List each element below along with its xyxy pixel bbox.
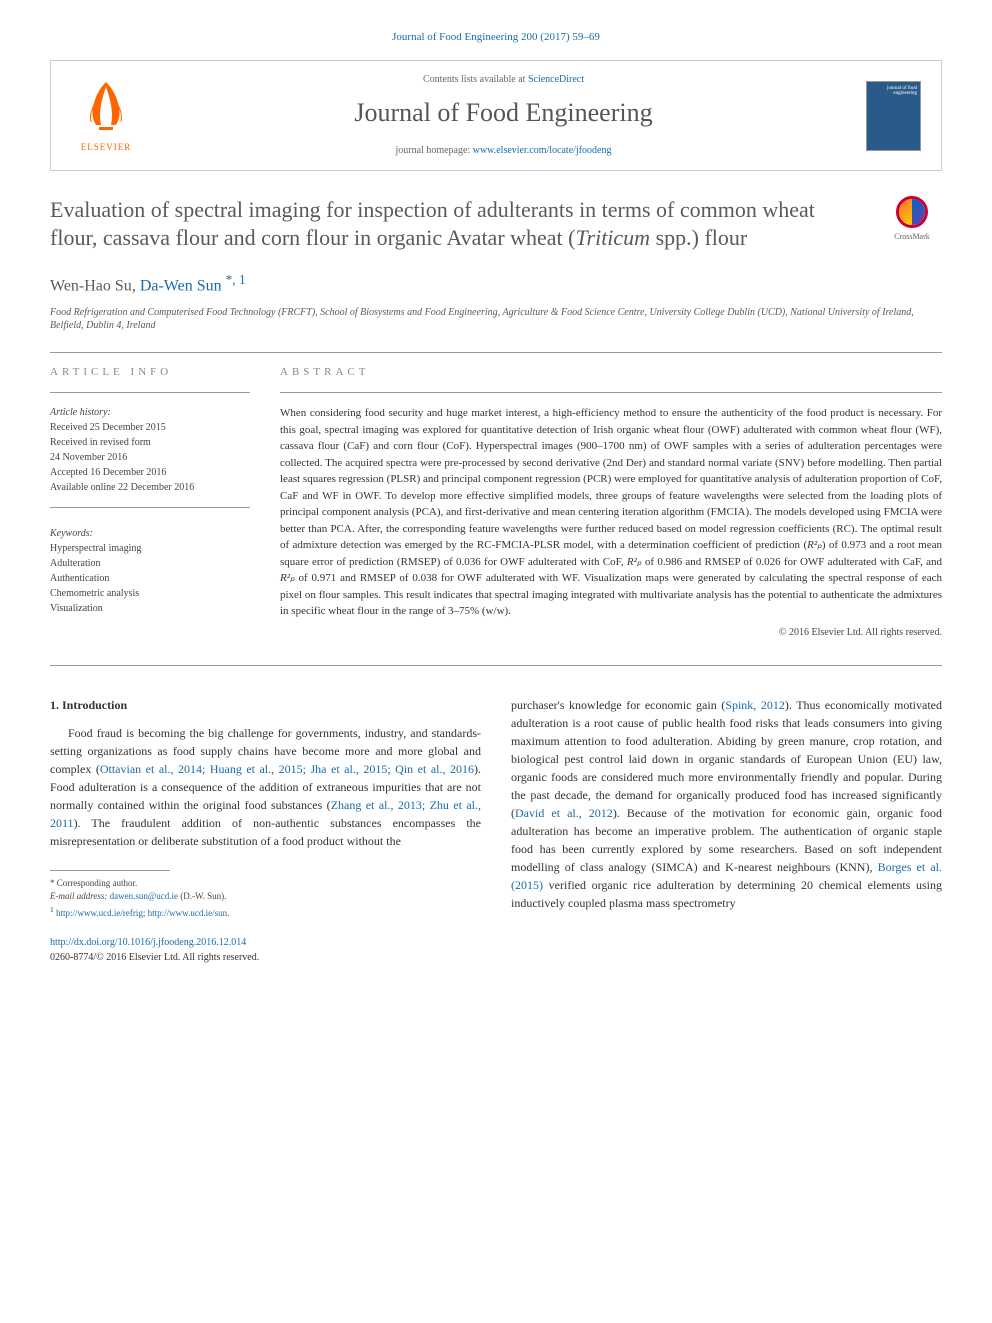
r2p-1: R²ₚ: [807, 539, 822, 551]
email-link[interactable]: dawen.sun@ucd.ie: [110, 891, 178, 901]
intro-para-1: Food fraud is becoming the big challenge…: [50, 724, 481, 850]
abstract: ABSTRACT When considering food security …: [280, 365, 942, 640]
abstract-copyright: © 2016 Elsevier Ltd. All rights reserved…: [280, 626, 942, 640]
intro-2d: verified organic rice adulteration by de…: [511, 878, 942, 910]
divider-top: [50, 352, 942, 353]
contents-label: Contents lists available at: [423, 74, 525, 85]
r2p-2: R²ₚ: [627, 556, 642, 568]
keyword-2: Adulteration: [50, 556, 250, 571]
keyword-3: Authentication: [50, 571, 250, 586]
sciencedirect-link[interactable]: ScienceDirect: [528, 74, 584, 85]
abstract-divider: [280, 392, 942, 393]
cite-4[interactable]: David et al., 2012: [515, 806, 613, 820]
homepage-line: journal homepage: www.elsevier.com/locat…: [141, 144, 866, 158]
header-citation: Journal of Food Engineering 200 (2017) 5…: [50, 30, 942, 45]
divider-bottom: [50, 665, 942, 666]
crossmark-badge[interactable]: CrossMark: [882, 196, 942, 242]
paper-title: Evaluation of spectral imaging for inspe…: [50, 196, 862, 253]
intro-para-2: purchaser's knowledge for economic gain …: [511, 696, 942, 912]
crossmark-label: CrossMark: [882, 231, 942, 242]
masthead-center: Contents lists available at ScienceDirec…: [141, 73, 866, 157]
revised-label: Received in revised form: [50, 435, 250, 450]
author-1: Wen-Hao Su: [50, 277, 132, 294]
article-info-heading: ARTICLE INFO: [50, 365, 250, 380]
corresponding-author: * Corresponding author.: [50, 877, 481, 891]
cite-1[interactable]: Ottavian et al., 2014; Huang et al., 201…: [100, 762, 474, 776]
article-info: ARTICLE INFO Article history: Received 2…: [50, 365, 250, 640]
issn-copyright: 0260-8774/© 2016 Elsevier Ltd. All right…: [50, 950, 481, 965]
intro-2b: ). Thus economically motivated adulterat…: [511, 698, 942, 820]
abstract-heading: ABSTRACT: [280, 365, 942, 380]
affiliation: Food Refrigeration and Computerised Food…: [50, 306, 942, 332]
journal-cover-thumbnail: journal of food engineering: [866, 81, 921, 151]
revised-date: 24 November 2016: [50, 450, 250, 465]
abstract-part-3: of 0.986 and RMSEP of 0.026 for OWF adul…: [642, 556, 942, 568]
intro-heading: 1. Introduction: [50, 696, 481, 714]
keyword-1: Hyperspectral imaging: [50, 541, 250, 556]
email-line: E-mail address: dawen.sun@ucd.ie (D.-W. …: [50, 890, 481, 904]
crossmark-icon: [896, 196, 928, 228]
intro-2a: purchaser's knowledge for economic gain …: [511, 698, 725, 712]
doi-link[interactable]: http://dx.doi.org/10.1016/j.jfoodeng.201…: [50, 937, 246, 948]
title-post: spp.) flour: [650, 225, 747, 250]
intro-1c: ). The fraudulent addition of non-authen…: [50, 816, 481, 848]
author-2[interactable]: Da-Wen Sun: [140, 277, 222, 294]
keywords-label: Keywords:: [50, 526, 250, 541]
keywords: Keywords: Hyperspectral imaging Adultera…: [50, 526, 250, 616]
keywords-divider: [50, 507, 250, 508]
online-date: Available online 22 December 2016: [50, 480, 250, 495]
author-marks: *, 1: [226, 272, 246, 287]
email-who: (D.-W. Sun).: [180, 891, 226, 901]
abstract-part-1: When considering food security and huge …: [280, 407, 942, 551]
footnotes: * Corresponding author. E-mail address: …: [50, 877, 481, 921]
cite-3[interactable]: Spink, 2012: [725, 698, 785, 712]
title-italic: Triticum: [576, 225, 651, 250]
journal-name: Journal of Food Engineering: [141, 95, 866, 131]
body-column-right: purchaser's knowledge for economic gain …: [511, 696, 942, 966]
received-date: Received 25 December 2015: [50, 420, 250, 435]
url-line: 1 http://www.ucd.ie/refrig; http://www.u…: [50, 904, 481, 921]
footnote-separator: [50, 870, 170, 871]
url-2[interactable]: http://www.ucd.ie/sun: [148, 908, 227, 918]
history-label: Article history:: [50, 405, 250, 420]
homepage-label: journal homepage:: [396, 145, 471, 156]
keyword-5: Visualization: [50, 601, 250, 616]
homepage-link[interactable]: www.elsevier.com/locate/jfoodeng: [473, 145, 612, 156]
r2p-3: R²ₚ: [280, 572, 295, 584]
abstract-part-4: of 0.971 and RMSEP of 0.038 for OWF adul…: [280, 572, 942, 617]
info-divider: [50, 392, 250, 393]
footnote-sup: 1: [50, 905, 54, 914]
article-history: Article history: Received 25 December 20…: [50, 405, 250, 495]
keyword-4: Chemometric analysis: [50, 586, 250, 601]
elsevier-logo: ELSEVIER: [71, 77, 141, 154]
cover-text: journal of food engineering: [867, 86, 917, 97]
abstract-text: When considering food security and huge …: [280, 405, 942, 620]
authors: Wen-Hao Su, Da-Wen Sun *, 1: [50, 271, 942, 298]
elsevier-text: ELSEVIER: [71, 141, 141, 154]
info-abstract-row: ARTICLE INFO Article history: Received 2…: [50, 365, 942, 640]
elsevier-tree-icon: [81, 77, 131, 132]
body-columns: 1. Introduction Food fraud is becoming t…: [50, 696, 942, 966]
title-row: Evaluation of spectral imaging for inspe…: [50, 196, 942, 253]
accepted-date: Accepted 16 December 2016: [50, 465, 250, 480]
email-label: E-mail address:: [50, 891, 107, 901]
contents-available: Contents lists available at ScienceDirec…: [141, 73, 866, 87]
body-column-left: 1. Introduction Food fraud is becoming t…: [50, 696, 481, 966]
masthead: ELSEVIER Contents lists available at Sci…: [50, 60, 942, 170]
url-1[interactable]: http://www.ucd.ie/refrig: [56, 908, 143, 918]
doi-block: http://dx.doi.org/10.1016/j.jfoodeng.201…: [50, 935, 481, 965]
